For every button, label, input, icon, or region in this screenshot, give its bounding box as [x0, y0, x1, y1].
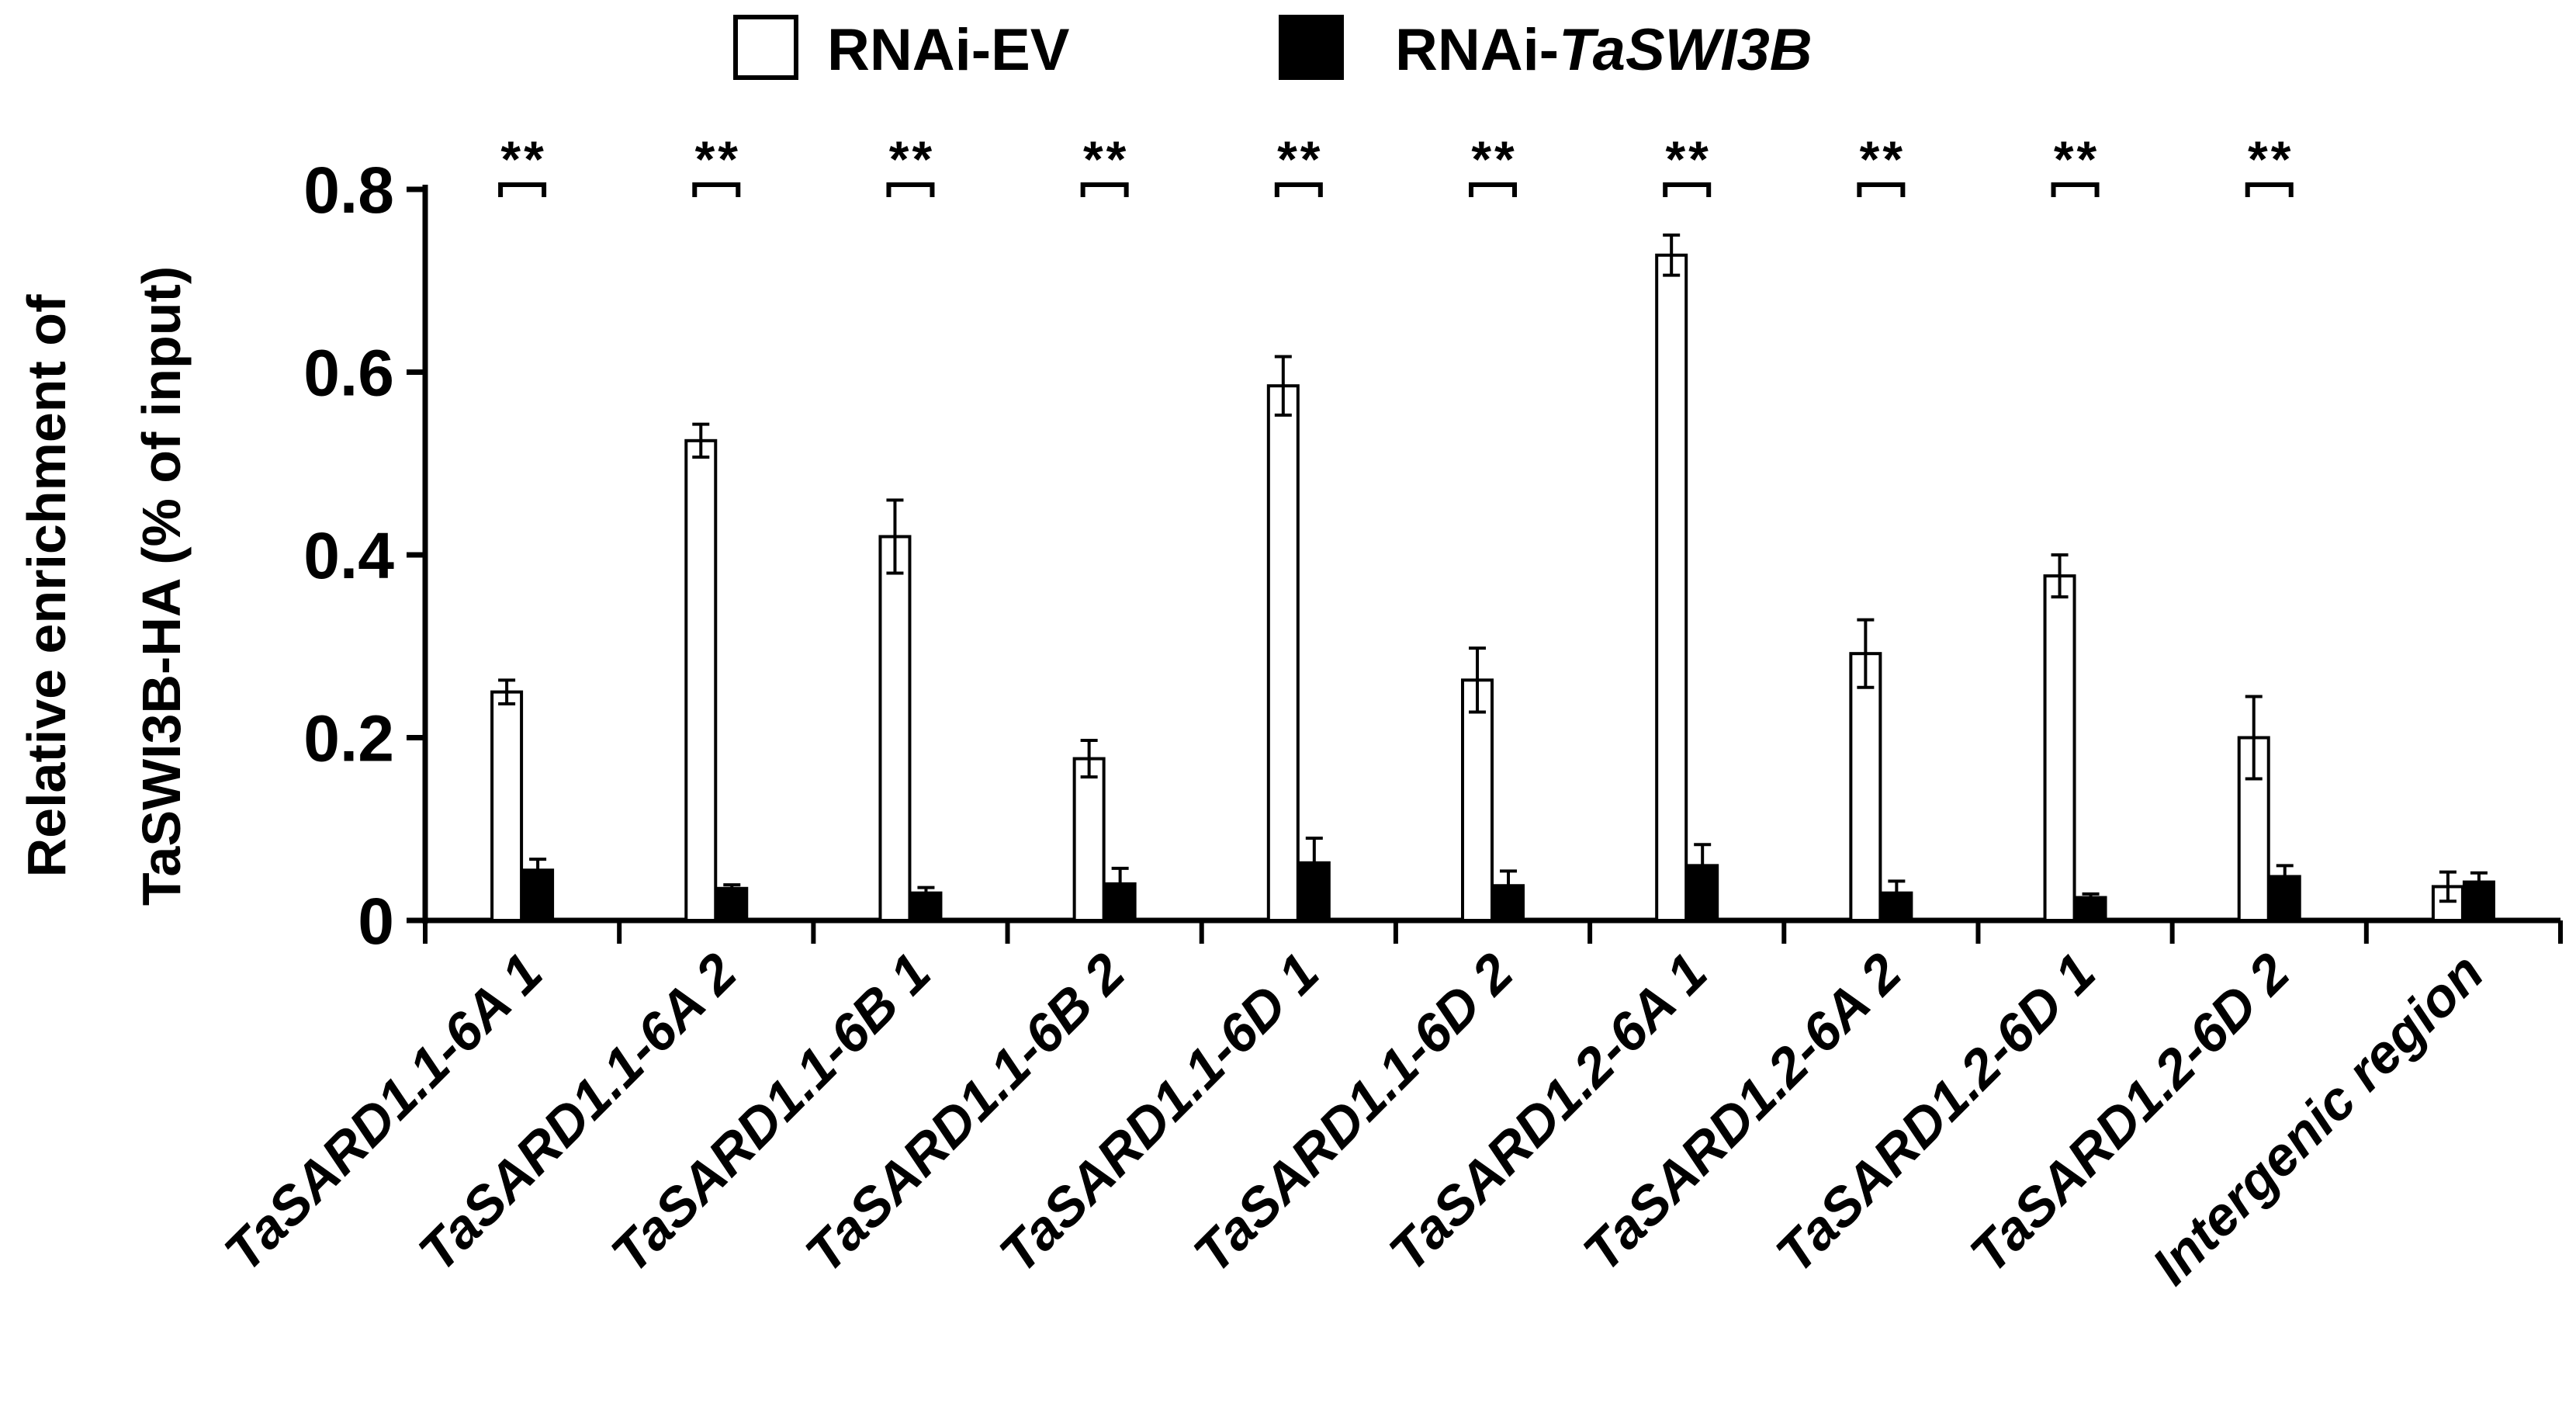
- significance-bracket: [886, 182, 935, 197]
- x-tick-label: TaSARD1.1-6A 1: [213, 941, 553, 1282]
- bars: [490, 253, 2495, 923]
- significance-label: **: [500, 130, 546, 188]
- significance-label: **: [1860, 130, 1906, 188]
- significance-label: **: [2054, 130, 2100, 188]
- y-axis-ticks: 0 0.2 0.4 0.6 0.8: [303, 154, 425, 958]
- significance-bracket: [1663, 182, 1712, 197]
- bar-rnai-ev: [684, 438, 718, 922]
- legend-swatch-rnai-taswi3b: [1279, 15, 1344, 80]
- legend: RNAi-EV RNAi-TaSWI3B: [733, 15, 1813, 83]
- significance-markers: ** ** ** ** ** ** ** ** ** **: [498, 130, 2294, 197]
- legend-label-rnai-taswi3b: RNAi-TaSWI3B: [1395, 17, 1813, 83]
- y-tick-label: 0.8: [303, 154, 394, 227]
- significance-label: **: [2248, 130, 2294, 188]
- significance-bracket: [1857, 182, 1906, 197]
- bar-rnai-ev: [1655, 253, 1688, 922]
- significance-bracket: [2245, 182, 2294, 197]
- y-tick-label: 0.6: [303, 337, 394, 410]
- significance-label: **: [695, 130, 741, 188]
- bar-rnai-ev: [1849, 652, 1882, 922]
- x-tick-label: TaSARD1.2-6D 1: [1764, 941, 2107, 1284]
- x-tick-label: TaSARD1.2-6D 2: [1958, 941, 2301, 1284]
- significance-bracket: [1080, 182, 1129, 197]
- x-tick-label: TaSARD1.2-6A 1: [1377, 941, 1718, 1282]
- significance-bracket: [1469, 182, 1517, 197]
- bar-rnai-taswi3b: [715, 886, 749, 922]
- significance-label: **: [889, 130, 935, 188]
- bar-rnai-ev: [1266, 384, 1300, 923]
- bar-rnai-ev: [1461, 678, 1494, 922]
- x-tick-label: TaSARD1.1-6D 1: [988, 941, 1330, 1284]
- y-tick-label: 0.2: [303, 702, 394, 775]
- x-tick-label: TaSARD1.1-6D 2: [1182, 941, 1524, 1284]
- significance-label: **: [1471, 130, 1517, 188]
- x-tick-label: TaSARD1.1-6A 2: [407, 941, 748, 1282]
- error-bars: [498, 233, 2488, 906]
- significance-bracket: [1274, 182, 1323, 197]
- x-tick-label: TaSARD1.1-6B 1: [600, 941, 942, 1284]
- bar-rnai-ev: [1072, 757, 1106, 923]
- y-axis-title: Relative enrichment of TaSWI3B-HA (% of …: [16, 266, 192, 906]
- x-tick-label: TaSARD1.2-6A 2: [1572, 941, 1913, 1282]
- y-axis-title-line1: Relative enrichment of: [16, 294, 77, 877]
- y-axis-title-line2: TaSWI3B-HA (% of input): [131, 266, 192, 906]
- legend-label-rnai-taswi3b-italic: TaSWI3B: [1559, 17, 1813, 83]
- significance-bracket: [498, 182, 547, 197]
- x-tick-label: Intergenic region: [2141, 941, 2495, 1296]
- significance-label: **: [1665, 130, 1711, 188]
- significance-bracket: [2051, 182, 2100, 197]
- significance-label: **: [1083, 130, 1129, 188]
- x-tick-label: TaSARD1.1-6B 2: [794, 941, 1136, 1284]
- legend-swatch-rnai-ev: [733, 15, 798, 80]
- legend-label-rnai-taswi3b-prefix: RNAi-: [1395, 17, 1559, 83]
- bar-rnai-ev: [878, 535, 912, 922]
- y-tick-label: 0.4: [303, 519, 394, 592]
- y-tick-label: 0: [358, 885, 394, 958]
- significance-label: **: [1277, 130, 1323, 188]
- significance-bracket: [692, 182, 741, 197]
- bar-rnai-taswi3b: [2268, 875, 2301, 922]
- legend-label-rnai-ev: RNAi-EV: [827, 17, 1070, 83]
- bar-rnai-ev: [490, 690, 524, 922]
- bar-rnai-ev: [2043, 574, 2076, 923]
